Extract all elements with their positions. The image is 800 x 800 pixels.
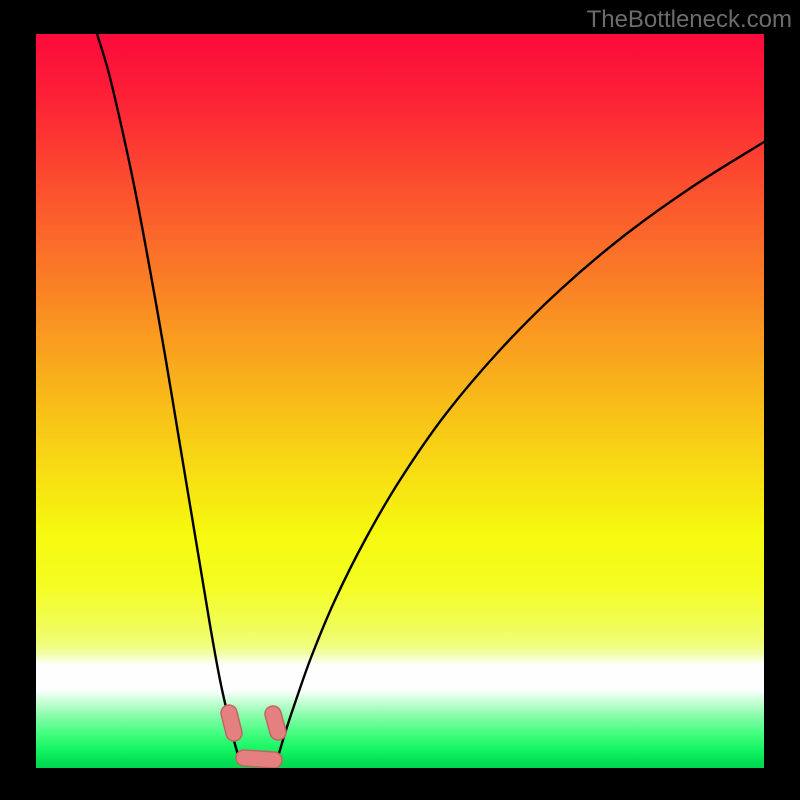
watermark-text: TheBottleneck.com xyxy=(587,6,792,34)
chart-container: TheBottleneck.com xyxy=(0,0,800,800)
gradient-plot-area xyxy=(36,34,764,768)
